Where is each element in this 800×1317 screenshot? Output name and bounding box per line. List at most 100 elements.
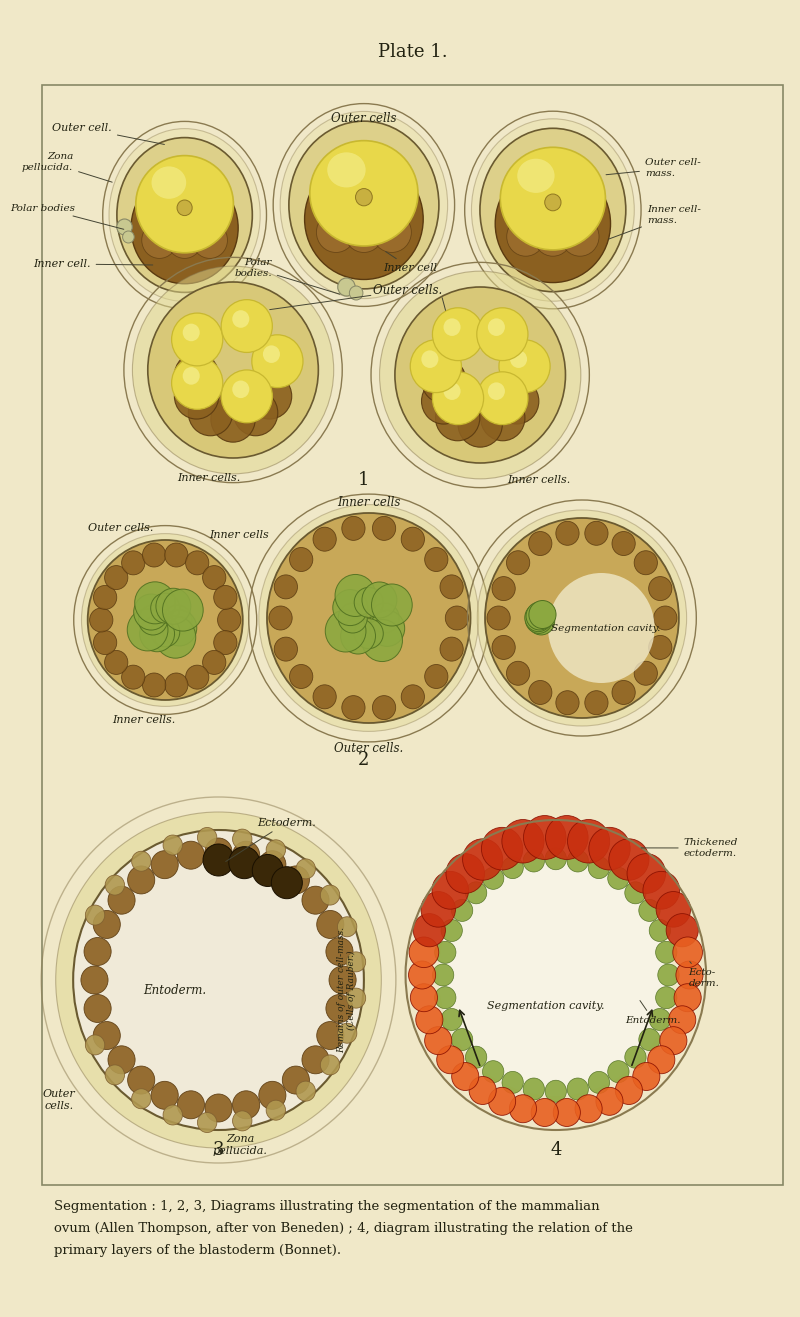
Text: 3: 3 (213, 1141, 224, 1159)
Circle shape (186, 665, 209, 689)
Circle shape (93, 1022, 120, 1050)
Circle shape (633, 1063, 660, 1090)
Circle shape (266, 1100, 286, 1121)
Circle shape (469, 1076, 496, 1105)
Circle shape (437, 1046, 464, 1073)
Circle shape (422, 358, 466, 403)
Circle shape (546, 815, 588, 860)
Circle shape (660, 1027, 687, 1055)
Circle shape (650, 1009, 670, 1030)
Circle shape (171, 313, 222, 366)
Circle shape (317, 212, 355, 253)
Circle shape (421, 892, 455, 927)
Circle shape (488, 319, 505, 336)
Circle shape (338, 278, 355, 296)
Text: Ecto-
derm.: Ecto- derm. (689, 961, 719, 988)
Circle shape (425, 665, 448, 689)
Circle shape (446, 853, 485, 893)
Circle shape (93, 910, 120, 939)
Circle shape (354, 587, 383, 618)
Circle shape (108, 1046, 135, 1073)
Text: Outer cells: Outer cells (331, 112, 397, 125)
Text: Inner cell.: Inner cell. (33, 259, 153, 269)
Circle shape (409, 936, 438, 968)
Circle shape (433, 964, 454, 986)
Text: Entoderm.: Entoderm. (143, 984, 206, 997)
Circle shape (296, 859, 315, 878)
Text: Segmentation cavity.: Segmentation cavity. (487, 1001, 605, 1011)
Circle shape (656, 986, 677, 1009)
Circle shape (229, 847, 260, 878)
Circle shape (162, 610, 197, 645)
Circle shape (567, 819, 610, 863)
Circle shape (346, 988, 366, 1008)
Circle shape (608, 868, 629, 889)
Circle shape (506, 551, 530, 574)
Circle shape (656, 892, 690, 927)
Circle shape (489, 1088, 516, 1115)
Circle shape (182, 367, 200, 385)
Ellipse shape (327, 153, 366, 187)
Circle shape (218, 608, 241, 632)
Ellipse shape (305, 158, 423, 279)
Circle shape (425, 548, 448, 572)
Text: ovum (Allen Thompson, after von Beneden) ; 4, diagram illustrating the relation : ovum (Allen Thompson, after von Beneden)… (54, 1222, 633, 1235)
Circle shape (290, 548, 313, 572)
Circle shape (182, 324, 200, 341)
Circle shape (674, 984, 702, 1011)
Circle shape (466, 1046, 486, 1068)
Circle shape (267, 514, 470, 723)
Circle shape (588, 1072, 610, 1093)
Circle shape (127, 608, 168, 651)
Circle shape (232, 311, 250, 328)
Circle shape (545, 1080, 566, 1102)
Circle shape (162, 589, 203, 631)
Text: Plate 1.: Plate 1. (378, 43, 447, 61)
Circle shape (370, 603, 399, 633)
Circle shape (451, 1029, 473, 1051)
Circle shape (502, 856, 523, 878)
Circle shape (221, 300, 272, 353)
Circle shape (410, 340, 462, 392)
Circle shape (443, 382, 461, 400)
Circle shape (355, 188, 372, 205)
Circle shape (462, 839, 502, 880)
Circle shape (402, 685, 425, 709)
Circle shape (320, 885, 340, 905)
Circle shape (434, 942, 456, 963)
Circle shape (214, 631, 237, 655)
Circle shape (625, 1046, 646, 1068)
Circle shape (466, 882, 486, 903)
Text: Outer cells.: Outer cells. (373, 283, 442, 296)
Circle shape (326, 610, 366, 652)
Circle shape (232, 381, 250, 398)
Circle shape (247, 373, 292, 419)
Circle shape (422, 350, 438, 367)
Ellipse shape (518, 159, 554, 192)
Circle shape (134, 594, 169, 630)
Circle shape (494, 378, 539, 424)
Text: Outer cell-
mass.: Outer cell- mass. (606, 158, 701, 178)
Circle shape (502, 1072, 523, 1093)
Circle shape (269, 606, 292, 630)
Circle shape (132, 851, 151, 872)
Circle shape (122, 665, 145, 689)
Circle shape (554, 1098, 580, 1126)
Circle shape (90, 608, 113, 632)
Circle shape (440, 637, 463, 661)
Text: Inner cell-
mass.: Inner cell- mass. (609, 205, 701, 240)
Circle shape (133, 266, 334, 474)
Circle shape (482, 827, 522, 871)
Circle shape (192, 223, 227, 258)
Circle shape (435, 395, 480, 441)
Text: Inner cells: Inner cells (337, 495, 401, 508)
Circle shape (271, 867, 302, 898)
Circle shape (282, 1065, 310, 1094)
Text: Polar bodies: Polar bodies (10, 204, 124, 229)
Circle shape (167, 223, 202, 258)
Circle shape (526, 602, 553, 630)
Circle shape (638, 1029, 660, 1051)
Circle shape (638, 900, 660, 922)
Circle shape (481, 395, 525, 441)
Circle shape (214, 586, 237, 610)
